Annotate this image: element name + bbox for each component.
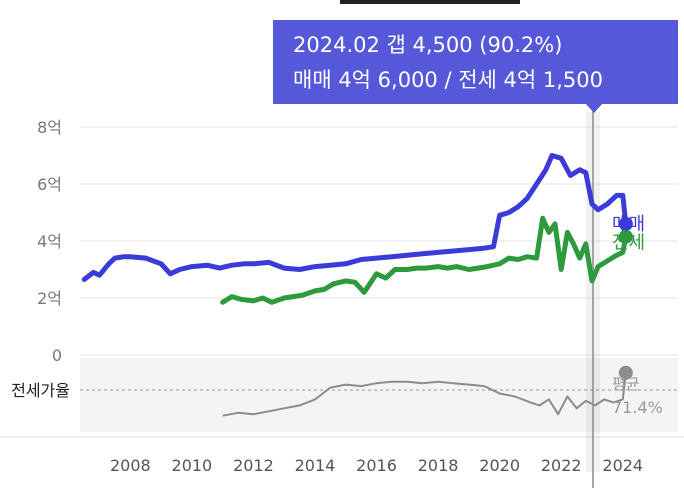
x-tick-label: 2024 (602, 456, 643, 475)
x-tick-label: 2022 (541, 456, 582, 475)
y-tick-label: 8억 (37, 118, 62, 137)
ratio-average-label: 평균 (612, 375, 640, 393)
y-tick-label: 6억 (37, 175, 62, 194)
x-tick-label: 2020 (479, 456, 520, 475)
sale-price-line (81, 153, 629, 282)
x-tick-label: 2016 (356, 456, 397, 475)
sale-price-marker (618, 216, 633, 231)
x-tick-label: 2008 (110, 456, 151, 475)
x-tick-label: 2012 (233, 456, 274, 475)
jeonse-price-marker (618, 229, 633, 244)
tooltip-price-line: 매매 4억 6,000 / 전세 4억 1,500 (293, 68, 604, 92)
x-tick-label: 2010 (172, 456, 213, 475)
x-tick-label: 2018 (418, 456, 459, 475)
top-scroll-indicator (340, 0, 520, 4)
y-tick-label: 2억 (37, 289, 62, 308)
jeonse-price-line (220, 215, 629, 305)
tooltip-caret (585, 103, 603, 113)
jeonse-ratio-line (222, 372, 627, 417)
ratio-band-background (80, 358, 678, 432)
legend-sale-label: 매매 (612, 214, 645, 235)
y-tick-label: 4억 (37, 232, 62, 251)
hover-tooltip: 2024.02 갭 4,500 (90.2%) 매매 4억 6,000 / 전세… (273, 20, 678, 104)
ratio-axis-label: 전세가율 (11, 381, 70, 400)
ratio-value-label: 71.4% (612, 398, 663, 417)
legend-jeonse-label: 전세 (612, 233, 645, 254)
y-tick-label: 0 (52, 346, 62, 365)
tooltip-gap-line: 2024.02 갭 4,500 (90.2%) (293, 33, 563, 57)
ratio-marker (618, 365, 633, 380)
x-tick-label: 2014 (295, 456, 336, 475)
